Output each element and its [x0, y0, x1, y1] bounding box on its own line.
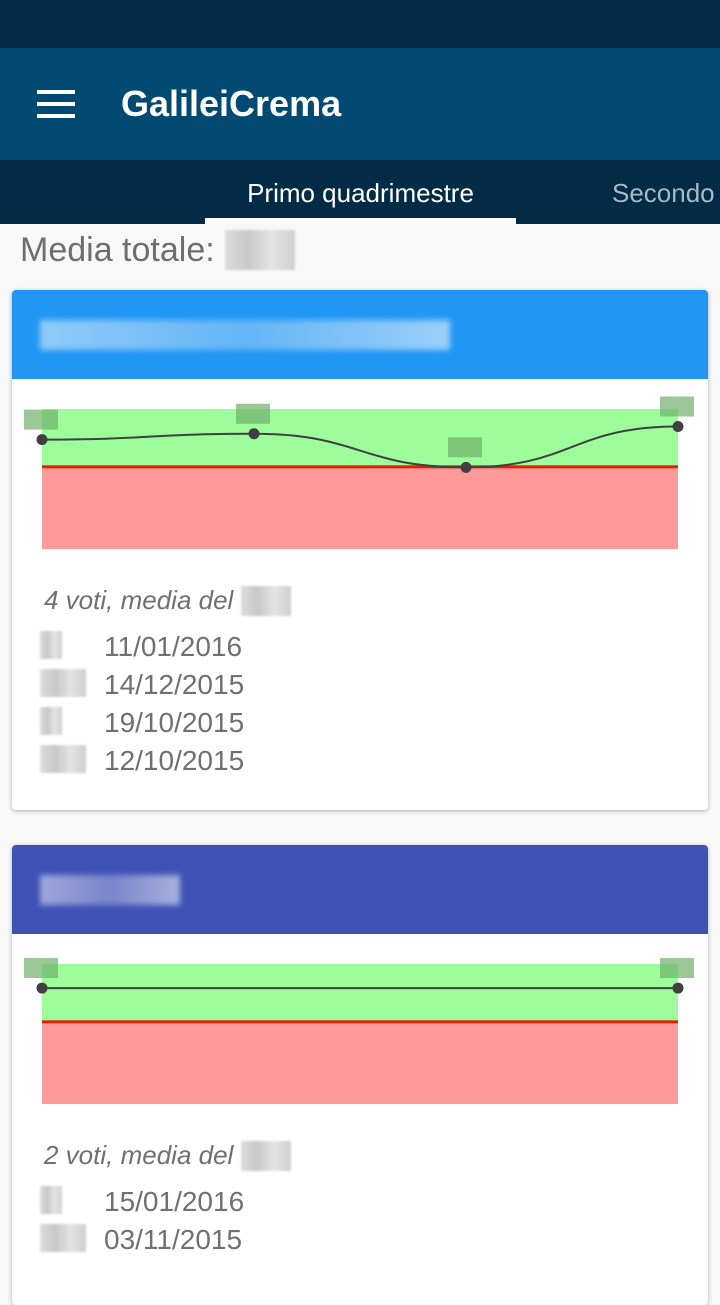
grade-label-redacted: [660, 958, 694, 979]
app-bar: GalileiCrema: [0, 48, 720, 160]
grade-row: 11/01/2016: [40, 628, 244, 666]
threshold-line: [42, 1020, 678, 1024]
grade-summary: 4 voti, media del: [44, 585, 292, 616]
grade-date: 12/10/2015: [104, 745, 245, 776]
media-totale-label: Media totale:: [20, 230, 215, 269]
grade-chart: [24, 958, 694, 1104]
grade-row: 03/11/2015: [40, 1221, 244, 1259]
fail-zone: [42, 467, 678, 549]
grade-list: 11/01/2016 14/12/2015 19/10/2015 12/10/2015: [40, 628, 244, 780]
subject-name-redacted: [40, 319, 450, 350]
grade-point: [672, 421, 684, 432]
grade-value-redacted: [40, 706, 104, 740]
summary-text: 4 voti, media del: [44, 585, 234, 615]
grade-value-redacted: [40, 744, 104, 778]
grade-row: 12/10/2015: [40, 742, 244, 780]
status-bar: [0, 0, 720, 48]
tab-bar: Primo quadrimestre Secondo quadrimestre: [0, 160, 720, 224]
subject-card[interactable]: 2 voti, media del 15/01/2016 03/11/2015: [12, 845, 708, 1305]
grade-date: 11/01/2016: [104, 631, 243, 662]
grade-value-redacted: [40, 630, 104, 664]
average-redacted: [241, 585, 292, 616]
tab-primo-quadrimestre[interactable]: Primo quadrimestre: [247, 178, 474, 208]
pass-zone: [42, 964, 678, 1023]
grade-row: 15/01/2016: [40, 1183, 244, 1221]
grade-chart: [24, 396, 694, 549]
summary-text: 2 voti, media del: [44, 1140, 234, 1170]
grade-value-redacted: [40, 1185, 104, 1219]
subject-header: [12, 845, 708, 934]
pass-zone: [42, 409, 678, 468]
grade-point: [36, 434, 48, 446]
grade-date: 19/10/2015: [104, 707, 245, 738]
grade-list: 15/01/2016 03/11/2015: [40, 1183, 244, 1259]
subject-name-redacted: [40, 874, 180, 905]
grade-date: 14/12/2015: [104, 669, 245, 700]
hamburger-menu-icon[interactable]: [37, 90, 75, 118]
average-redacted: [241, 1140, 292, 1171]
grade-point: [460, 461, 472, 473]
grade-value-redacted: [40, 1223, 104, 1257]
grade-date: 03/11/2015: [104, 1224, 243, 1255]
tab-secondo-quadrimestre[interactable]: Secondo quadrimestre: [612, 178, 720, 208]
grade-label-redacted: [24, 409, 58, 430]
grade-point: [36, 982, 48, 994]
grade-label-redacted: [448, 437, 482, 458]
fail-zone: [42, 1022, 678, 1104]
threshold-line: [42, 465, 678, 469]
media-totale: Media totale:: [20, 230, 295, 270]
grade-summary: 2 voti, media del: [44, 1140, 292, 1171]
grade-label-redacted: [24, 958, 58, 979]
grade-label-redacted: [660, 396, 694, 417]
grade-point: [672, 982, 684, 994]
subject-header: [12, 290, 708, 379]
subject-card[interactable]: 4 voti, media del 11/01/2016 14/12/2015 19…: [12, 290, 708, 810]
grade-row: 14/12/2015: [40, 666, 244, 704]
grade-label-redacted: [236, 403, 270, 424]
grade-row: 19/10/2015: [40, 704, 244, 742]
grade-date: 15/01/2016: [104, 1186, 245, 1217]
grade-value-redacted: [40, 668, 104, 702]
grade-point: [248, 428, 260, 440]
media-totale-value-redacted: [224, 230, 295, 270]
app-title: GalileiCrema: [121, 83, 342, 124]
grade-line: [41, 425, 679, 469]
tab-indicator: [205, 218, 516, 224]
